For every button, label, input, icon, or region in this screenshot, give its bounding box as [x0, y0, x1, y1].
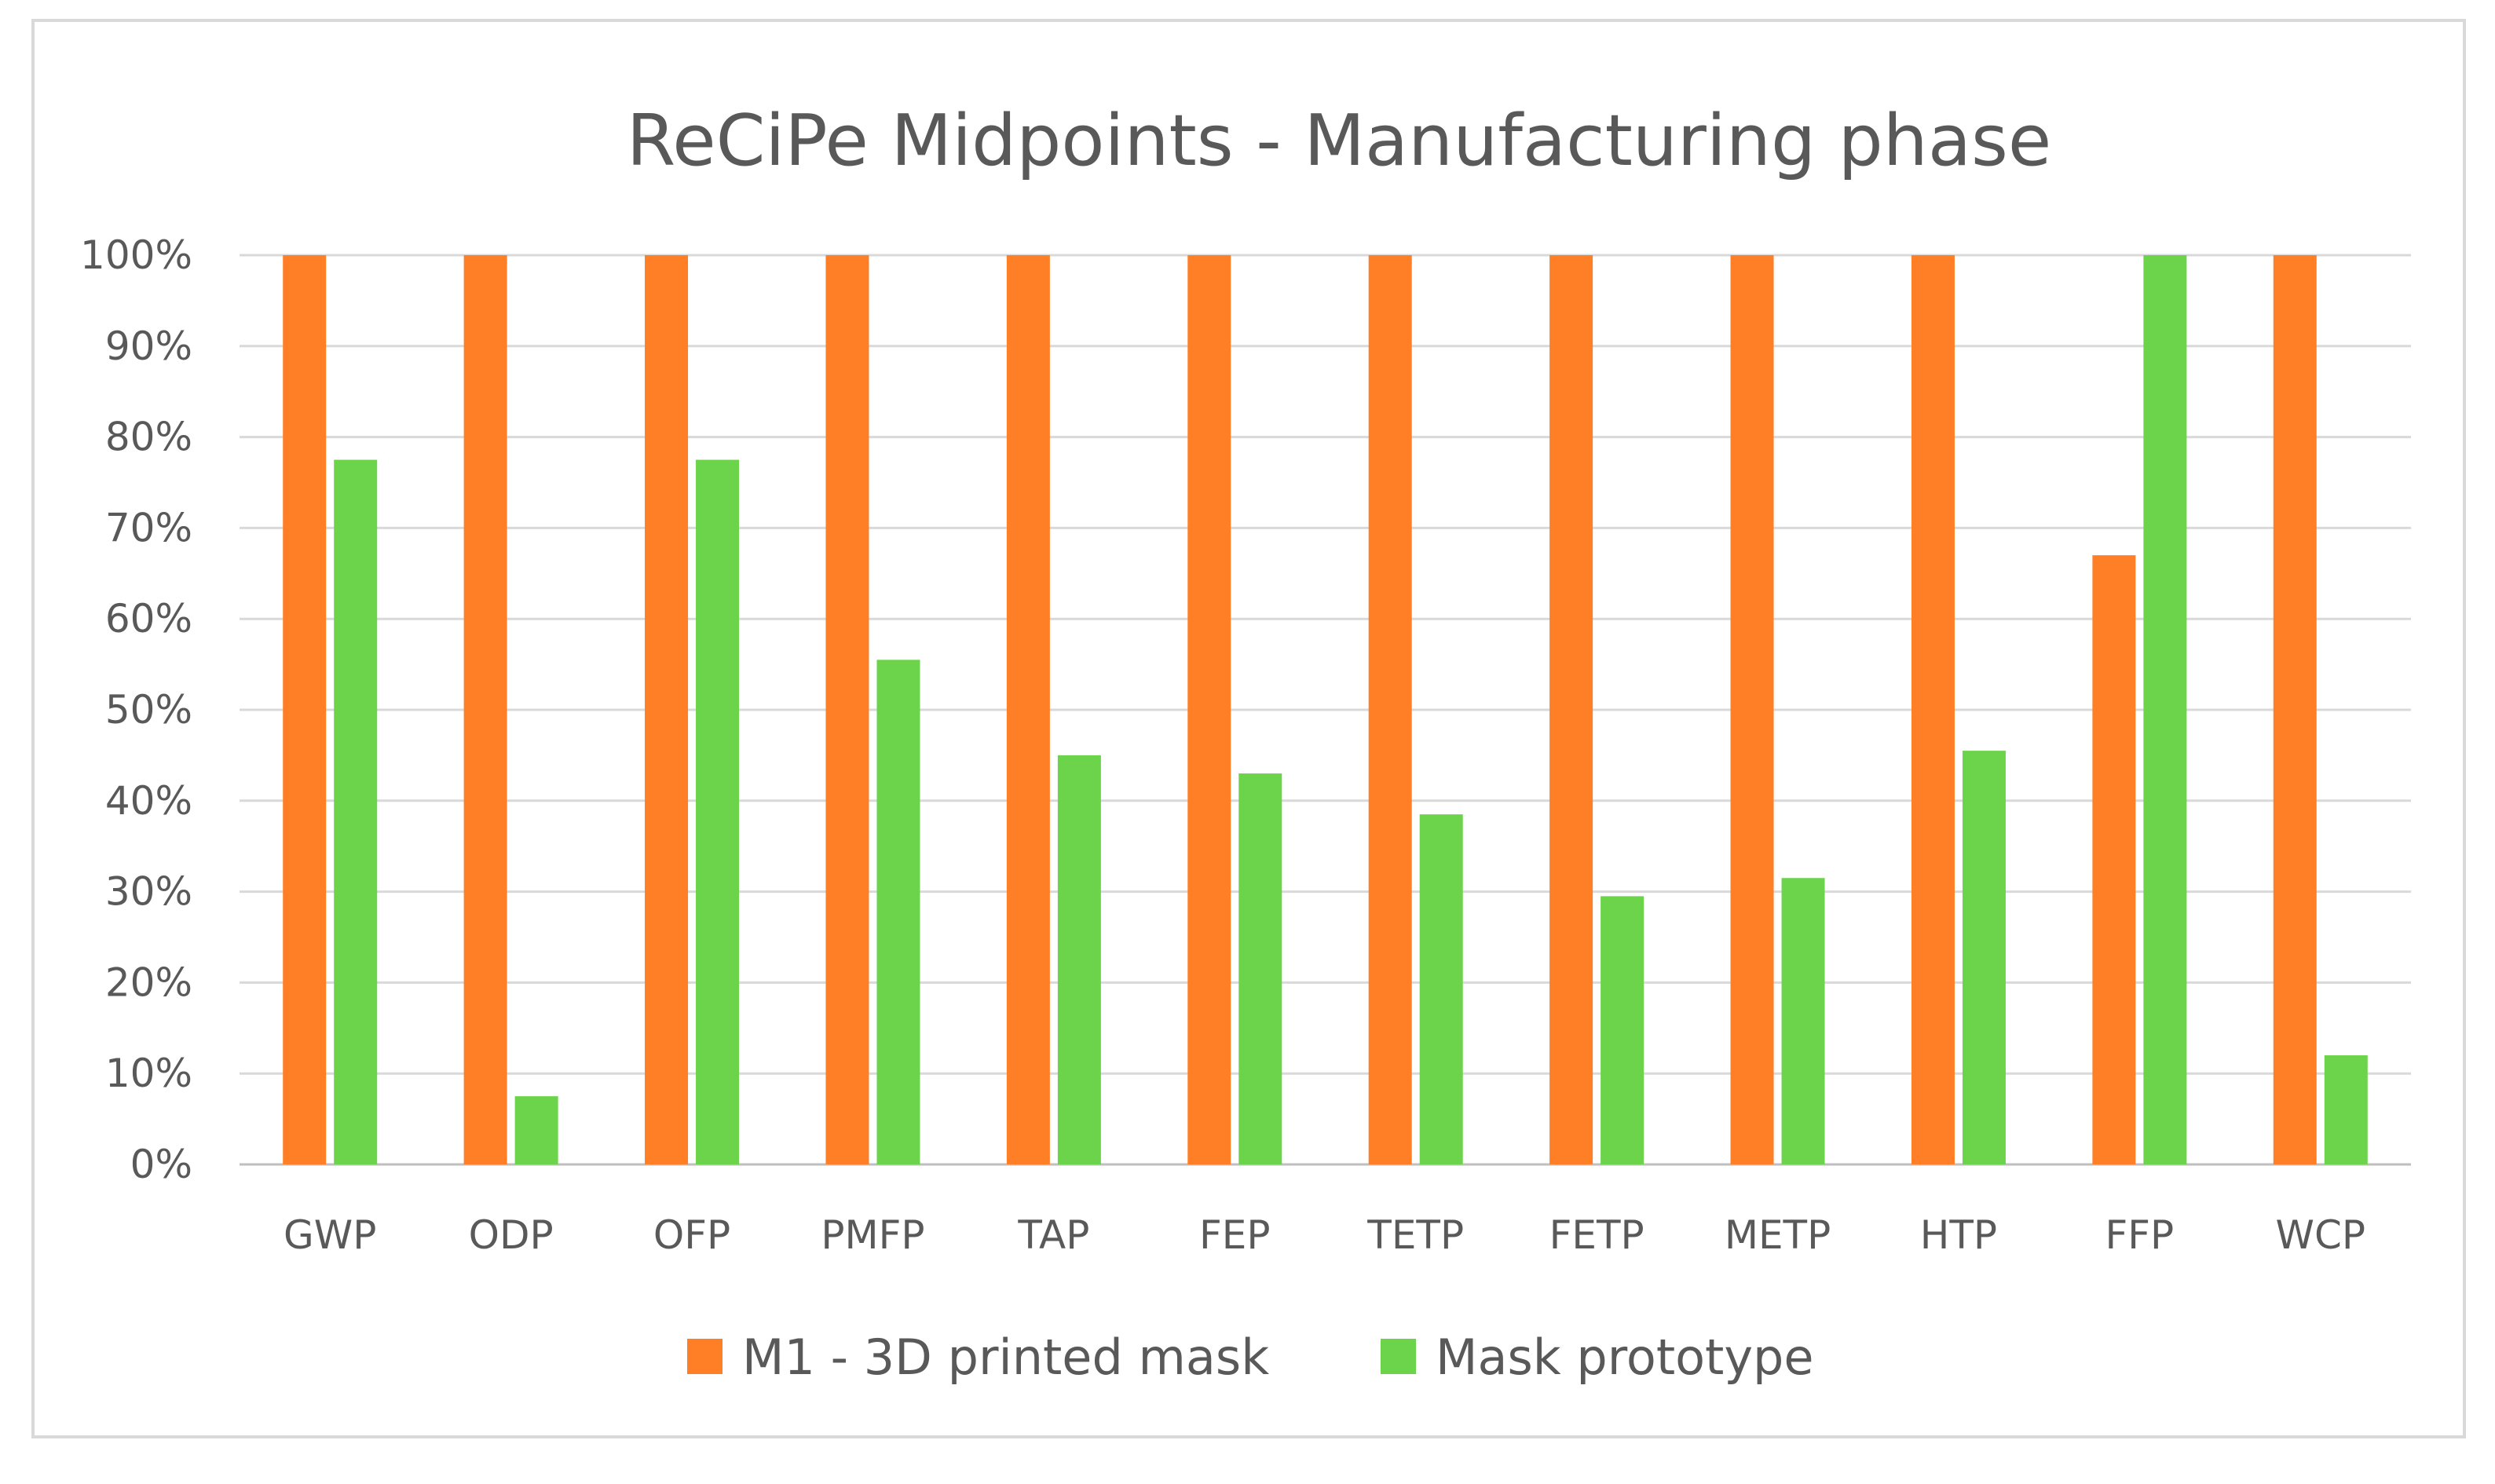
- x-tick-label: HTP: [1920, 1212, 1997, 1258]
- y-tick-label: 100%: [80, 232, 192, 278]
- bars: [283, 255, 2368, 1164]
- bar-fetp-series-2: [1601, 896, 1644, 1164]
- bar-gwp-series-2: [334, 459, 378, 1164]
- legend-swatch: [687, 1339, 723, 1374]
- x-axis-ticks: GWP ODP OFP PMFP TAP FEP TETP FETP METP HTP FFP WCP: [284, 1212, 2365, 1258]
- bar-pmfp-series-1: [825, 255, 869, 1164]
- bar-fetp-series-1: [1549, 255, 1593, 1164]
- y-tick-label: 40%: [105, 778, 192, 824]
- y-tick-label: 20%: [105, 959, 192, 1005]
- bar-wcp-series-1: [2273, 255, 2317, 1164]
- bar-pmfp-series-2: [876, 660, 920, 1164]
- x-tick-label: TETP: [1366, 1212, 1464, 1258]
- x-tick-label: GWP: [284, 1212, 376, 1258]
- x-tick-label: WCP: [2276, 1212, 2366, 1258]
- y-tick-label: 50%: [105, 687, 192, 733]
- bar-fep-series-1: [1187, 255, 1231, 1164]
- bar-ffp-series-1: [2092, 555, 2136, 1164]
- bar-tap-series-1: [1006, 255, 1050, 1164]
- y-tick-label: 70%: [105, 505, 192, 550]
- legend-label: M1 - 3D printed mask: [742, 1329, 1269, 1386]
- gridlines: [240, 254, 2411, 1166]
- bar-ofp-series-1: [645, 255, 689, 1164]
- x-tick-label: METP: [1725, 1212, 1831, 1258]
- bar-metp-series-1: [1730, 255, 1774, 1164]
- bar-gwp-series-1: [283, 255, 327, 1164]
- legend: M1 - 3D printed mask Mask prototype: [687, 1329, 1814, 1386]
- y-tick-label: 10%: [105, 1051, 192, 1096]
- bar-ofp-series-2: [696, 459, 740, 1164]
- y-tick-label: 30%: [105, 869, 192, 915]
- y-tick-label: 0%: [130, 1142, 192, 1187]
- legend-label: Mask prototype: [1436, 1329, 1814, 1386]
- bar-htp-series-1: [1911, 255, 1955, 1164]
- bar-fep-series-2: [1238, 773, 1282, 1164]
- bar-odp-series-1: [463, 255, 507, 1164]
- bar-ffp-series-2: [2143, 255, 2187, 1164]
- y-axis-ticks: 0% 10% 20% 30% 40% 50% 60% 70% 80% 90% 100%: [80, 232, 192, 1187]
- y-tick-label: 90%: [105, 323, 192, 369]
- chart-title: ReCiPe Midpoints - Manufacturing phase: [627, 100, 2052, 182]
- bar-tap-series-2: [1057, 755, 1101, 1164]
- bar-tetp-series-1: [1368, 255, 1412, 1164]
- x-tick-label: FETP: [1549, 1212, 1644, 1258]
- y-tick-label: 60%: [105, 596, 192, 641]
- bar-odp-series-2: [514, 1096, 558, 1164]
- x-tick-label: OFP: [653, 1212, 730, 1258]
- x-tick-label: TAP: [1017, 1212, 1089, 1258]
- x-tick-label: ODP: [469, 1212, 554, 1258]
- bar-wcp-series-2: [2324, 1055, 2368, 1164]
- bar-tetp-series-2: [1419, 814, 1463, 1164]
- bar-metp-series-2: [1781, 878, 1825, 1164]
- x-tick-label: FFP: [2105, 1212, 2175, 1258]
- y-tick-label: 80%: [105, 415, 192, 460]
- legend-swatch: [1381, 1339, 1416, 1374]
- x-tick-label: PMFP: [821, 1212, 924, 1258]
- bar-htp-series-2: [1962, 751, 2006, 1164]
- x-tick-label: FEP: [1199, 1212, 1271, 1258]
